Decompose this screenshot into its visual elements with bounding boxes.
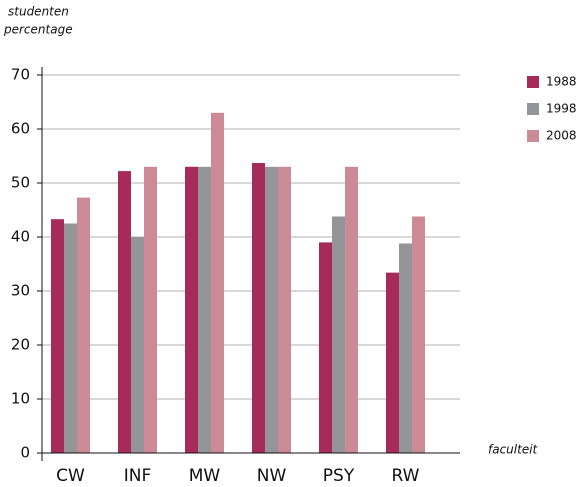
- y-tick-label: 60: [11, 120, 30, 138]
- x-tick-label: MW: [189, 466, 221, 486]
- bar: [332, 216, 345, 453]
- bar: [319, 242, 332, 453]
- legend-label: 1998: [546, 102, 577, 116]
- bar: [118, 171, 131, 453]
- y-tick-label: 70: [11, 66, 30, 84]
- legend-swatch: [527, 103, 539, 115]
- bar: [345, 166, 358, 454]
- legend-label: 1988: [546, 75, 577, 89]
- y-tick-label: 40: [11, 228, 30, 246]
- bar: [144, 166, 157, 454]
- bar: [265, 166, 278, 454]
- legend-label: 2008: [546, 129, 577, 143]
- bar: [412, 216, 425, 453]
- bar: [131, 237, 144, 453]
- y-tick-label: 30: [11, 282, 30, 300]
- x-tick-label: RW: [392, 466, 420, 486]
- y-tick-label: 10: [11, 390, 30, 408]
- bar: [185, 166, 198, 454]
- bar: [386, 272, 399, 453]
- y-axis-label: studenten: [8, 5, 69, 19]
- legend-swatch: [527, 130, 539, 142]
- y-axis-label: percentage: [3, 23, 73, 37]
- y-tick-label: 0: [20, 444, 30, 462]
- y-tick-label: 50: [11, 174, 30, 192]
- bar: [211, 112, 224, 454]
- bar: [198, 166, 211, 454]
- bar: [252, 163, 265, 453]
- bar: [278, 166, 291, 454]
- x-tick-label: NW: [257, 466, 287, 486]
- x-tick-label: INF: [124, 466, 152, 486]
- y-tick-label: 20: [11, 336, 30, 354]
- bar: [77, 197, 90, 453]
- legend-swatch: [527, 76, 539, 88]
- x-axis-label: faculteit: [488, 443, 539, 457]
- x-tick-label: CW: [56, 466, 85, 486]
- bar: [399, 243, 412, 453]
- bar: [51, 219, 64, 453]
- bar: [64, 223, 77, 453]
- x-tick-label: PSY: [323, 466, 355, 486]
